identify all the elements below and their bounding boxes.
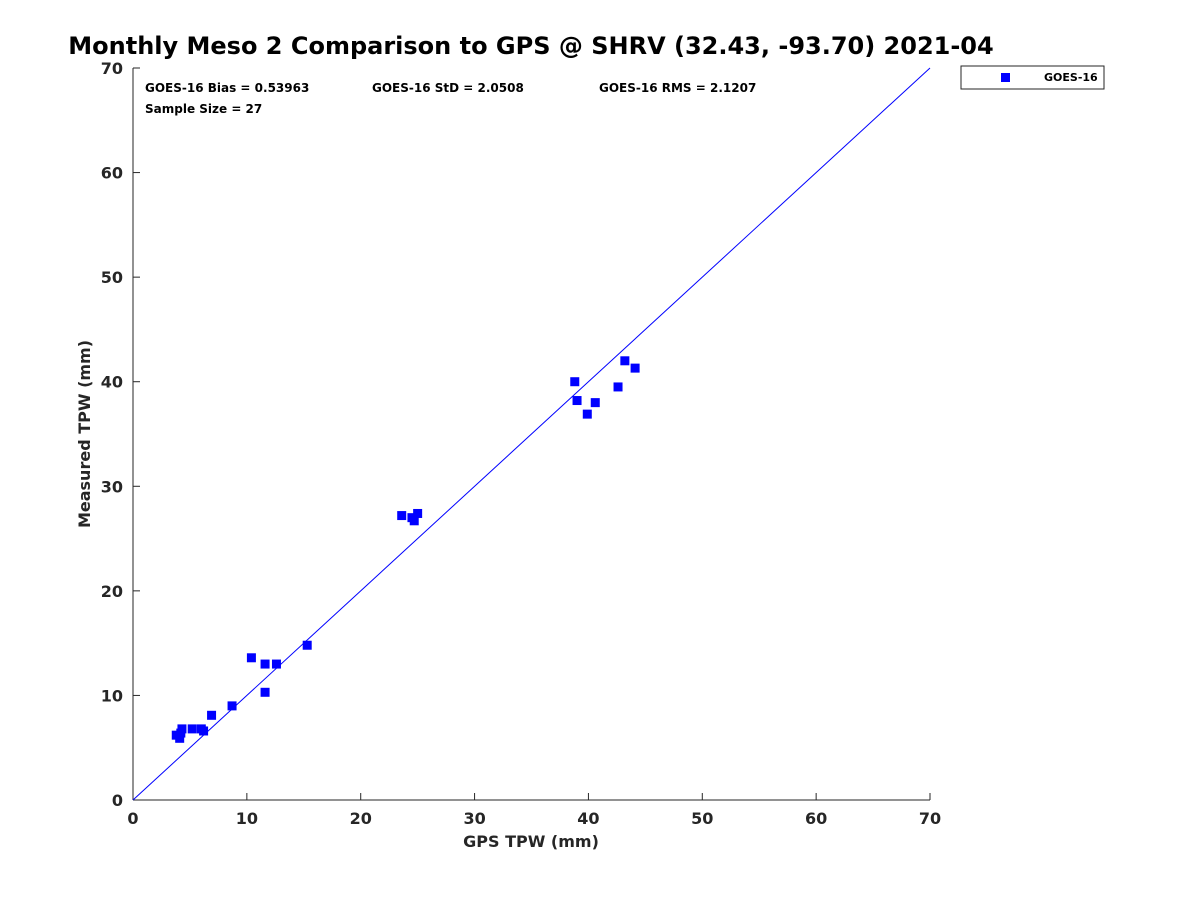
chart-title: Monthly Meso 2 Comparison to GPS @ SHRV … [68,32,993,60]
bias-annotation: GOES-16 Bias = 0.53963 [145,81,309,95]
data-point [613,382,623,392]
y-tick-label: 50 [101,268,123,287]
one-to-one-line [132,67,931,801]
rms-annotation: GOES-16 RMS = 2.1207 [599,81,756,95]
data-point [572,396,582,406]
data-point [199,726,209,736]
y-ticks: 0 10 20 30 40 50 60 70 [101,59,140,810]
data-point [177,724,187,734]
x-tick-label: 60 [805,809,827,828]
data-point [207,710,217,720]
data-point [187,724,197,734]
y-tick-label: 20 [101,582,123,601]
y-tick-label: 10 [101,686,123,705]
data-point [397,511,407,521]
plot-axes [132,68,930,801]
data-point [260,659,270,669]
y-axis-label: Measured TPW (mm) [75,340,94,528]
legend-label: GOES-16 [1044,71,1098,84]
sample-size-annotation: Sample Size = 27 [145,102,262,116]
x-axis-label: GPS TPW (mm) [463,832,599,851]
y-tick-label: 60 [101,164,123,183]
x-tick-label: 70 [919,809,941,828]
data-point [620,356,630,366]
std-annotation: GOES-16 StD = 2.0508 [372,81,524,95]
x-ticks: 0 10 20 30 40 50 60 70 [127,793,941,828]
data-point [271,659,281,669]
x-tick-label: 0 [127,809,138,828]
legend-box [960,65,1105,90]
x-tick-label: 30 [463,809,485,828]
data-point [246,653,256,663]
data-point [409,516,419,526]
x-tick-label: 50 [691,809,713,828]
x-tick-label: 20 [350,809,372,828]
legend-marker [1001,73,1010,82]
y-tick-label: 30 [101,477,123,496]
data-point [302,640,312,650]
y-tick-label: 0 [112,791,123,810]
data-point [582,409,592,419]
x-tick-label: 40 [577,809,599,828]
y-tick-label: 40 [101,373,123,392]
data-point [570,377,580,387]
data-point [260,687,270,697]
y-tick-label: 70 [101,59,123,78]
x-tick-label: 10 [236,809,258,828]
legend: GOES-16 [960,65,1105,90]
data-point [227,701,237,711]
data-point [590,398,600,408]
data-point [175,733,185,743]
data-point [413,508,423,518]
data-points [171,356,640,743]
data-point [630,363,640,373]
